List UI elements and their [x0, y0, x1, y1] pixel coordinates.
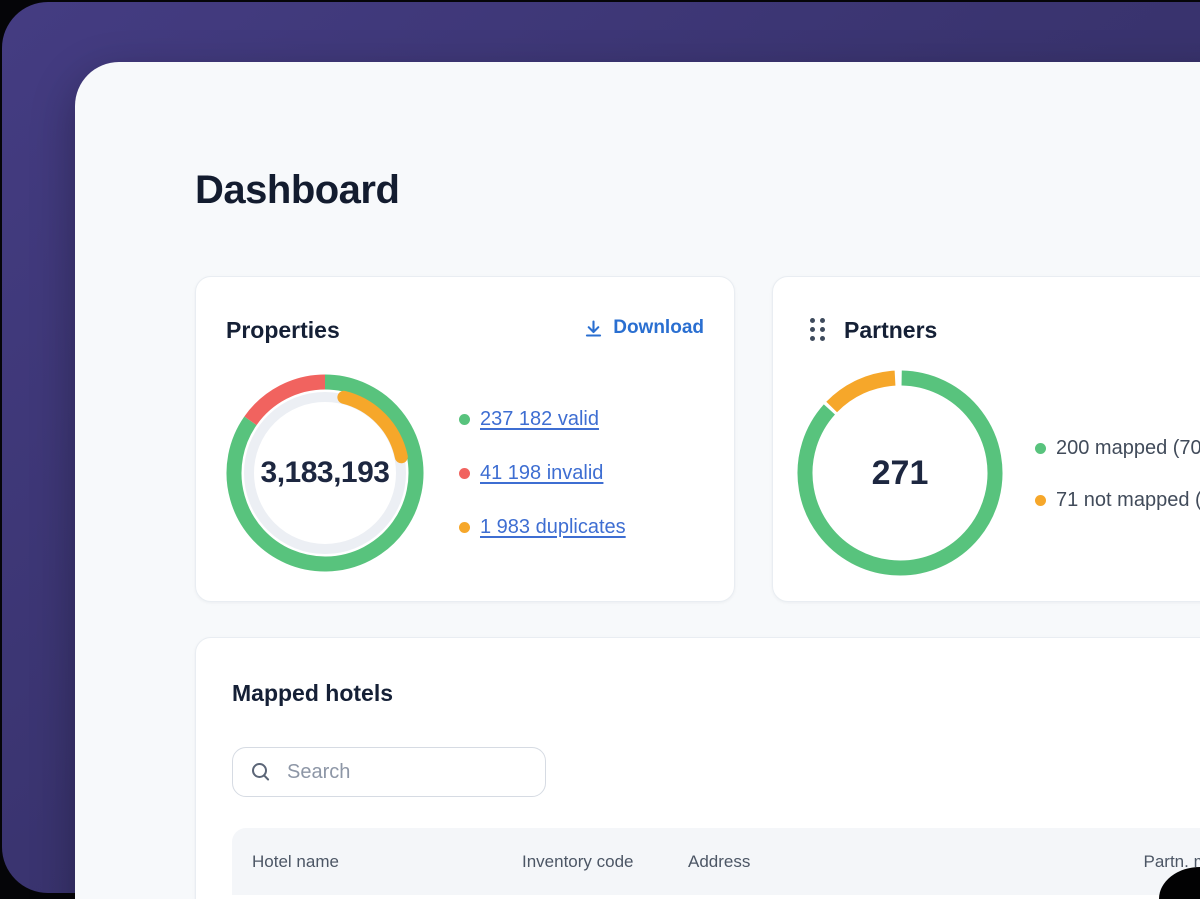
mapped-hotels-title: Mapped hotels: [232, 680, 394, 706]
legend-dot-icon: [1035, 442, 1046, 454]
partners-legend: 200 mapped (70%) 71 not mapped (30%): [1035, 433, 1200, 537]
properties-total-value: 3,183,193: [260, 456, 390, 489]
table-cell: 35180: [502, 895, 668, 899]
legend-link[interactable]: 41 198 invalid: [480, 461, 604, 484]
download-icon: [583, 318, 604, 339]
column-header: Hotel name: [232, 828, 502, 895]
legend-label: 200 mapped (70%): [1056, 436, 1200, 459]
properties-donut-chart: 3,183,193: [225, 373, 425, 573]
legend-dot-icon: [459, 467, 470, 479]
legend-link[interactable]: 1 983 duplicates: [480, 515, 626, 538]
legend-item: 237 182 valid: [459, 404, 626, 434]
table-cell: Hilton Addis Ababa: [232, 895, 502, 899]
properties-legend: 237 182 valid 41 198 invalid 1 983 duplica…: [459, 404, 626, 566]
download-label: Download: [613, 317, 704, 338]
properties-card-title: Properties: [226, 317, 340, 343]
column-header: Address: [668, 828, 1088, 895]
legend-item: 71 not mapped (30%): [1035, 485, 1200, 515]
download-button[interactable]: Download: [583, 317, 704, 339]
legend-dot-icon: [459, 521, 470, 533]
partners-card-title: Partners: [844, 317, 938, 343]
table-cell: 2: [1088, 895, 1200, 899]
partners-donut-chart: 271: [797, 370, 1003, 576]
partners-card: Partners 271 200 mapped (70%) 71 not mapp…: [772, 276, 1200, 602]
drag-handle-icon[interactable]: [810, 318, 825, 341]
legend-label: 71 not mapped (30%): [1056, 488, 1200, 511]
properties-card: Properties Download 3,183,193 237 182 va…: [195, 276, 735, 602]
legend-item: 200 mapped (70%): [1035, 433, 1200, 463]
legend-dot-icon: [459, 413, 470, 425]
search-input[interactable]: [285, 759, 529, 785]
legend-item: 41 198 invalid: [459, 458, 626, 488]
legend-item: 1 983 duplicates: [459, 512, 626, 542]
table-row: Hilton Addis Ababa351803890 Poplar Dr.2: [232, 895, 1200, 899]
legend-dot-icon: [1035, 494, 1046, 506]
app-panel: Dashboard Properties Download 3,183,193 …: [75, 62, 1200, 899]
legend-link[interactable]: 237 182 valid: [480, 407, 599, 430]
search-box: [232, 747, 546, 797]
page-title: Dashboard: [195, 168, 400, 212]
table-cell: 3890 Poplar Dr.: [668, 895, 1088, 899]
column-header: Inventory code: [502, 828, 668, 895]
search-icon: [249, 760, 273, 784]
partners-total-value: 271: [871, 453, 929, 492]
